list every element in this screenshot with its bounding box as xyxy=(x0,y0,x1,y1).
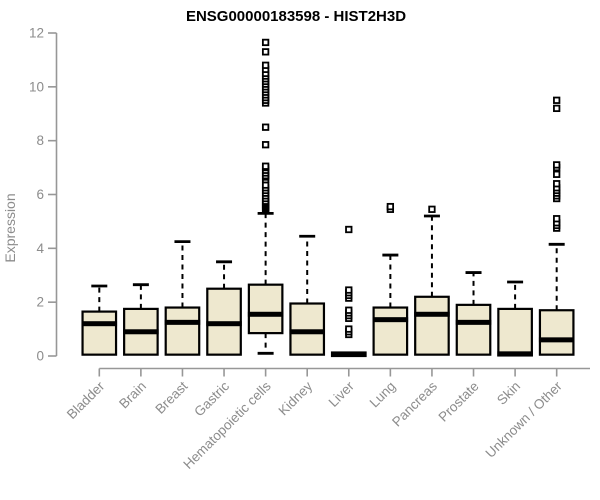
x-tick-label-liver: Liver xyxy=(326,378,358,410)
x-tick-label-breast: Breast xyxy=(152,378,190,416)
median-pancreas xyxy=(414,311,450,317)
y-axis-label: Expression xyxy=(2,193,18,262)
outlier-point-unknown-other xyxy=(553,180,561,188)
outlier-point-unknown-other xyxy=(553,161,561,169)
x-tick-label-kidney: Kidney xyxy=(276,378,316,418)
box-bladder xyxy=(81,310,118,356)
median-prostate xyxy=(455,319,492,325)
x-tick-label-prostate: Prostate xyxy=(435,379,481,425)
median-brain xyxy=(123,329,159,335)
median-bladder xyxy=(81,321,118,327)
box-lung xyxy=(372,306,409,356)
x-tick-label-gastric: Gastric xyxy=(191,378,232,419)
outlier-point-liver xyxy=(345,306,353,314)
box-hematopoietic-cells xyxy=(247,283,284,335)
median-unknown-other xyxy=(538,337,575,343)
x-tick-label-bladder: Bladder xyxy=(64,378,108,422)
y-tick-label: 2 xyxy=(36,295,44,310)
x-tick-label-unknown-other: Unknown / Other xyxy=(483,378,566,461)
outlier-point-hematopoietic-cells xyxy=(261,48,270,56)
outlier-point-unknown-other xyxy=(553,215,561,223)
x-tick-label-lung: Lung xyxy=(367,379,399,411)
box-kidney xyxy=(289,302,326,356)
y-tick-label: 8 xyxy=(36,133,44,148)
outlier-point-unknown-other xyxy=(553,104,561,113)
box-skin xyxy=(497,307,533,357)
outlier-point-liver xyxy=(345,286,353,294)
y-tick-label: 12 xyxy=(29,26,44,41)
outlier-point-hematopoietic-cells xyxy=(261,123,270,131)
box-breast xyxy=(164,306,201,356)
outlier-point-hematopoietic-cells xyxy=(261,61,270,69)
outlier-point-hematopoietic-cells xyxy=(261,141,270,149)
box-prostate xyxy=(455,303,492,356)
outlier-point-lung xyxy=(386,202,395,211)
outlier-point-liver xyxy=(345,325,353,333)
y-tick-label: 0 xyxy=(36,349,44,364)
outlier-point-pancreas xyxy=(428,205,436,213)
median-kidney xyxy=(289,329,325,335)
chart-title: ENSG00000183598 - HIST2H3D xyxy=(186,8,406,25)
median-breast xyxy=(164,319,201,325)
box-pancreas xyxy=(414,295,450,356)
median-liver xyxy=(331,351,367,357)
median-lung xyxy=(372,317,409,323)
outlier-point-liver xyxy=(345,225,353,234)
x-tick-label-skin: Skin xyxy=(494,379,523,408)
x-tick-label-pancreas: Pancreas xyxy=(389,378,440,429)
y-tick-label: 6 xyxy=(36,187,44,202)
median-skin xyxy=(497,351,533,357)
outlier-point-hematopoietic-cells xyxy=(261,162,270,170)
outlier-point-hematopoietic-cells xyxy=(261,38,270,47)
y-tick-label: 10 xyxy=(29,79,44,94)
median-hematopoietic-cells xyxy=(247,311,284,317)
box-unknown-other xyxy=(538,309,575,356)
outlier-point-unknown-other xyxy=(553,96,561,104)
median-gastric xyxy=(206,321,242,327)
outlier-point-unknown-other xyxy=(553,170,561,178)
y-tick-label: 4 xyxy=(36,241,44,256)
x-tick-label-brain: Brain xyxy=(116,379,149,412)
